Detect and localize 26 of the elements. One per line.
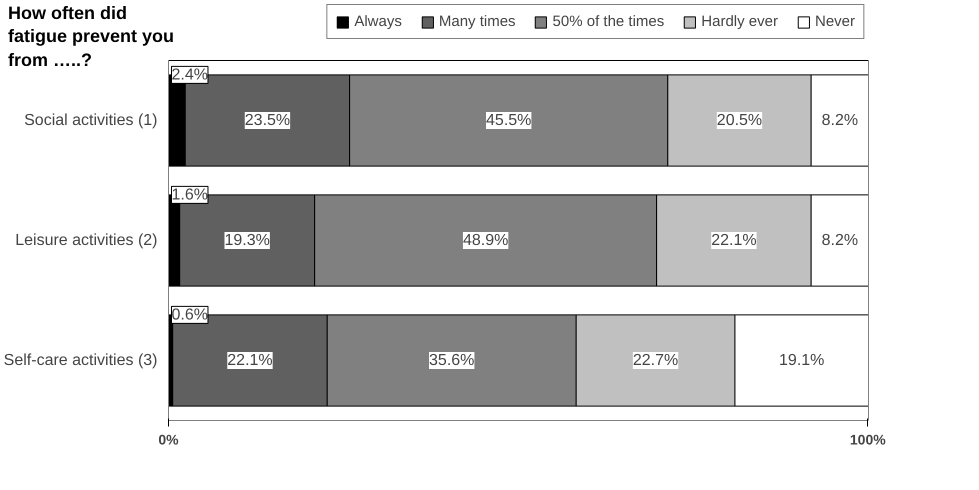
chart-title: How often did fatigue prevent you from …..? — [8, 3, 174, 70]
data-label: 20.5% — [716, 112, 762, 130]
data-label: 2.4% — [172, 66, 208, 84]
data-label: 22.7% — [632, 352, 678, 370]
legend-label: 50% of the times — [552, 13, 664, 30]
y-tick-label: Self-care activities (3) — [4, 352, 158, 370]
legend-label: Hardly ever — [701, 13, 778, 30]
x-tick-label: 100% — [850, 432, 886, 448]
data-label: 19.3% — [224, 232, 270, 250]
data-label: 35.6% — [429, 352, 474, 370]
data-label: 1.6% — [172, 186, 208, 204]
legend-label: Many times — [438, 13, 516, 30]
data-label: 45.5% — [486, 112, 532, 130]
data-label: 8.2% — [822, 112, 858, 130]
y-tick-label: Social activities (1) — [24, 112, 158, 130]
data-label: 23.5% — [244, 112, 290, 130]
data-label: 22.1% — [711, 232, 757, 250]
data-label: 22.1% — [227, 352, 273, 370]
legend-label: Never — [814, 13, 855, 30]
data-label: 19.1% — [779, 352, 824, 370]
legend-label: Always — [354, 13, 402, 30]
y-tick-label: Leisure activities (2) — [15, 232, 158, 250]
x-tick-label: 0% — [158, 432, 180, 448]
data-label: 0.6% — [172, 306, 208, 324]
data-label: 48.9% — [462, 232, 508, 250]
data-label: 8.2% — [822, 232, 858, 250]
